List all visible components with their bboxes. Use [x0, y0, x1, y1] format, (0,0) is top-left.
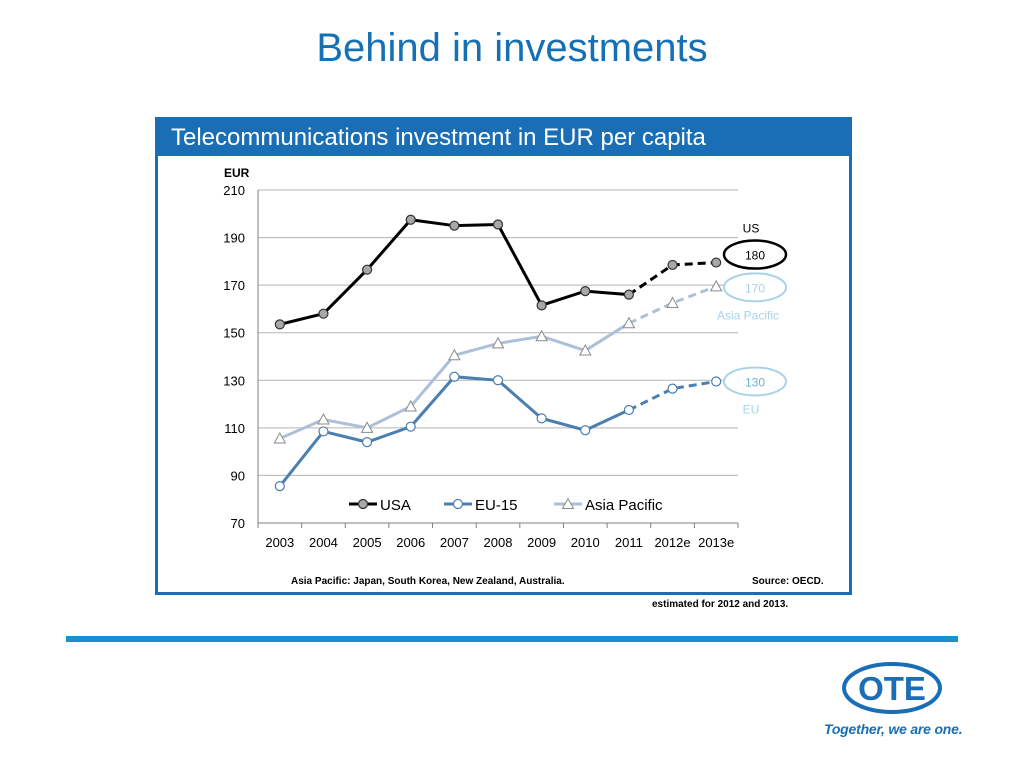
footnote-asia-pacific: Asia Pacific: Japan, South Korea, New Ze… [291, 576, 565, 587]
data-point [448, 348, 461, 361]
data-point [578, 344, 592, 356]
x-tick-label: 2008 [484, 535, 513, 550]
y-tick-label: 70 [231, 516, 245, 531]
data-point [709, 279, 723, 292]
legend-label: EU-15 [475, 497, 518, 514]
data-point [536, 300, 547, 311]
legend-marker [357, 498, 369, 510]
footer-rule [66, 636, 958, 642]
y-tick-label: 150 [223, 326, 245, 341]
x-tick-label: 2010 [571, 535, 600, 550]
data-point [361, 264, 373, 275]
y-tick-label: 130 [223, 373, 245, 388]
callout-ring [722, 239, 788, 270]
callout-value: 130 [745, 375, 765, 389]
data-point [666, 296, 679, 308]
data-point [535, 329, 548, 342]
data-point [711, 376, 722, 387]
x-tick-label: 2007 [440, 535, 469, 550]
legend-label: Asia Pacific [585, 497, 663, 514]
callout-label: US [743, 222, 760, 236]
legend-marker [452, 498, 464, 510]
slide-title: Behind in investments [316, 26, 708, 70]
data-point [273, 432, 287, 444]
data-point [580, 285, 591, 297]
ote-logo: OTE [842, 662, 942, 714]
data-point [491, 336, 505, 349]
y-tick-label: 170 [223, 278, 245, 293]
data-point [360, 421, 374, 433]
data-point [449, 220, 460, 231]
data-point [274, 481, 285, 492]
callout-label: Asia Pacific [717, 308, 779, 322]
data-point [317, 412, 330, 425]
legend-label: USA [380, 497, 411, 514]
footnote-source: Source: OECD. [752, 576, 824, 587]
data-point [318, 426, 329, 437]
x-tick-label: 2004 [309, 535, 338, 550]
callout-label: EU [743, 402, 760, 416]
data-point [711, 257, 722, 268]
tagline: Together, we are one. [824, 721, 963, 737]
x-tick-label: 2003 [265, 535, 294, 550]
data-point [361, 437, 373, 448]
series-line-usa [279, 218, 630, 326]
callout-value: 170 [745, 281, 765, 295]
y-tick-label: 190 [223, 231, 245, 246]
logo-ring [842, 662, 942, 714]
data-point [667, 383, 678, 394]
data-point [492, 375, 504, 386]
y-axis-label: EUR [224, 166, 250, 180]
logo-text: OTE [858, 670, 926, 707]
x-tick-label: 2012e [654, 535, 690, 550]
chart-box-title: Telecommunications investment in EUR per… [171, 124, 706, 151]
y-tick-label: 210 [223, 183, 245, 198]
x-tick-label: 2009 [527, 535, 556, 550]
data-point [404, 399, 418, 412]
series-line-estimated-asia-pacific [628, 284, 717, 325]
data-point [318, 308, 329, 319]
legend-marker [561, 497, 575, 509]
data-point [536, 413, 547, 424]
data-point [667, 259, 678, 271]
callout-value: 180 [745, 249, 765, 263]
data-point [449, 371, 460, 382]
x-tick-label: 2005 [353, 535, 382, 550]
series-line-estimated-eu-15 [628, 379, 717, 412]
x-tick-label: 2006 [396, 535, 425, 550]
y-tick-label: 90 [231, 468, 245, 483]
chart-frame: Telecommunications investment in EUR per… [155, 117, 852, 595]
data-point [274, 319, 285, 330]
x-tick-label: 2013e [698, 535, 734, 550]
data-point [405, 421, 416, 432]
chart-header-bar: Telecommunications investment in EUR per… [158, 120, 849, 156]
y-tick-label: 110 [224, 421, 245, 436]
callout-ring [723, 272, 787, 303]
callout-ring [723, 366, 787, 397]
data-point [623, 404, 635, 416]
data-point [405, 214, 416, 225]
footnote-estimated: estimated for 2012 and 2013. [652, 599, 789, 610]
data-point [623, 289, 635, 300]
data-point [580, 425, 591, 436]
series-line-eu-15 [278, 375, 630, 488]
data-point [622, 316, 636, 329]
data-point [492, 219, 504, 230]
x-tick-label: 2011 [615, 535, 643, 550]
